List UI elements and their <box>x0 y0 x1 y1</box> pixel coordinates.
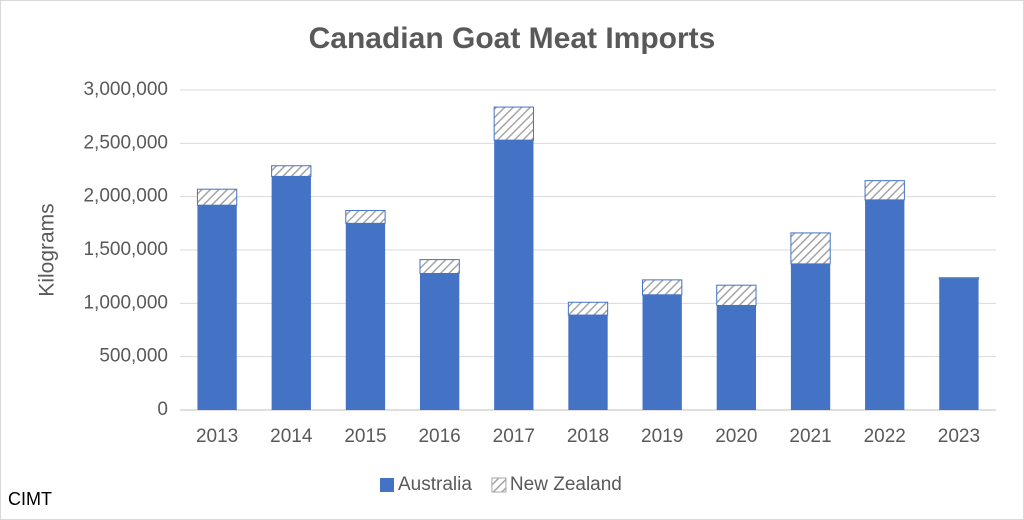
bar-segment <box>642 279 683 296</box>
bar-segment <box>345 210 386 224</box>
bar-segment <box>864 180 905 201</box>
bar-segment <box>345 223 386 410</box>
x-tick-label: 2021 <box>789 426 831 447</box>
bar-segment <box>197 205 237 410</box>
bar-segment <box>494 140 534 410</box>
y-tick-label: 3,000,000 <box>83 79 168 100</box>
bar-segment <box>790 263 831 410</box>
y-tick-label: 1,000,000 <box>83 292 168 313</box>
bar-segment <box>938 277 980 280</box>
bar-segment <box>493 106 534 141</box>
y-axis-label: Kilograms <box>36 203 59 296</box>
bar-segment <box>642 294 682 410</box>
x-tick-label: 2018 <box>567 426 609 447</box>
x-tick-label: 2019 <box>641 426 683 447</box>
bar-segment <box>939 278 979 410</box>
source: CIMT <box>8 489 52 509</box>
legend-label: Australia <box>398 474 472 495</box>
bar-segment <box>568 315 608 410</box>
x-tick-label: 2014 <box>270 426 313 447</box>
x-tick-label: 2020 <box>715 426 757 447</box>
bar-segment <box>790 232 831 265</box>
x-tick-label: 2022 <box>864 426 906 447</box>
bar-segment <box>716 305 757 410</box>
x-tick-label: 2013 <box>196 426 238 447</box>
bar-segment <box>865 199 905 410</box>
bar-segment <box>419 273 460 410</box>
chart-title: Canadian Goat Meat Imports <box>309 22 716 55</box>
legend-swatch <box>380 478 394 492</box>
y-tick-label: 500,000 <box>99 346 168 367</box>
bar-segment <box>271 165 312 177</box>
bar-segment <box>196 188 238 206</box>
x-tick-label: 2023 <box>938 426 980 447</box>
x-tick-label: 2017 <box>493 426 535 447</box>
y-tick-label: 2,500,000 <box>83 132 168 153</box>
y-tick-label: 2,000,000 <box>83 186 168 207</box>
y-tick-label: 0 <box>157 399 168 420</box>
y-tick-label: 1,500,000 <box>83 239 168 260</box>
legend-swatch <box>491 477 507 493</box>
x-tick-label: 2016 <box>418 426 460 447</box>
bar-segment <box>271 176 311 410</box>
bar-segment <box>567 301 609 316</box>
bar-segment <box>419 259 460 274</box>
bar-segment <box>716 284 757 306</box>
legend-label: New Zealand <box>510 474 622 495</box>
x-tick-label: 2015 <box>344 426 386 447</box>
